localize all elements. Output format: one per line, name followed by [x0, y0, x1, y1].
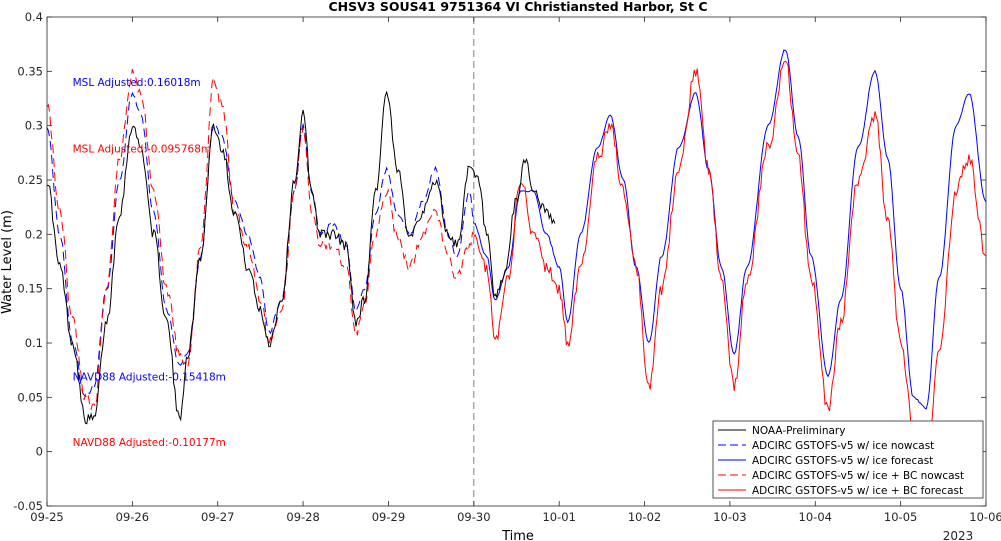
legend-label-noaa: NOAA-Preliminary [752, 425, 845, 437]
x-tick-label: 09-25 [30, 510, 63, 524]
x-axis-label: Time [501, 529, 534, 541]
legend-label-bc-forecast: ADCIRC GSTOFS-v5 w/ ice + BC forecast [752, 485, 963, 497]
y-tick-label: 0.15 [17, 282, 43, 296]
series-layer [46, 17, 987, 506]
series-bc-forecast [473, 60, 987, 477]
datum-annotation: MSL Adjusted:0.16018m [73, 77, 201, 89]
legend-label-ice-nowcast: ADCIRC GSTOFS-v5 w/ ice nowcast [752, 440, 934, 452]
y-tick-label: 0.1 [25, 336, 43, 350]
y-tick-label: 0 [36, 445, 43, 459]
y-axis-label: Water Level (m) [0, 210, 15, 314]
series-ice-forecast [473, 49, 987, 410]
axis-layer: 09-25 09-26 09-27 09-28 09-29 09-30 10-01 10-02… [13, 10, 1001, 524]
legend-label-ice-forecast: ADCIRC GSTOFS-v5 w/ ice forecast [752, 455, 933, 467]
legend-label-bc-nowcast: ADCIRC GSTOFS-v5 w/ ice + BC nowcast [752, 470, 964, 482]
y-tick-label: 0.3 [25, 119, 43, 133]
datum-annotation: NAVD88 Adjusted:-0.15418m [73, 372, 226, 384]
datum-annotation: MSL Adjusted:-0.095768m [73, 143, 212, 155]
y-tick-label: -0.05 [13, 499, 43, 513]
legend: NOAA-Preliminary ADCIRC GSTOFS-v5 w/ ice… [712, 420, 984, 499]
x-tick-label: 10-02 [628, 510, 661, 524]
annotation-layer: MSL Adjusted:0.16018m MSL Adjusted:-0.095… [73, 77, 226, 449]
y-tick-label: 0.4 [25, 10, 43, 24]
y-tick-label: 0.2 [25, 227, 43, 241]
series-noaa-preliminary [46, 90, 556, 425]
datum-annotation: NAVD88 Adjusted:-0.10177m [73, 437, 226, 449]
y-tick-label: 0.05 [17, 390, 43, 404]
chart-title: CHSV3 SOUS41 9751364 VI Christiansted Ha… [328, 0, 707, 14]
x-year-label: 2023 [943, 529, 974, 541]
x-tick-label: 09-30 [457, 510, 490, 524]
legend-box [712, 420, 984, 499]
x-tick-label: 09-29 [372, 510, 405, 524]
x-tick-label: 10-05 [884, 510, 917, 524]
x-tick-label: 10-03 [713, 510, 746, 524]
x-tick-label: 10-04 [799, 510, 832, 524]
series-bc-nowcast [46, 69, 475, 412]
x-tick-label: 09-27 [201, 510, 234, 524]
x-tick-label: 10-01 [542, 510, 575, 524]
x-tick-label: 09-26 [116, 510, 149, 524]
series-ice-nowcast [46, 91, 475, 398]
y-tick-label: 0.35 [17, 64, 43, 78]
x-tick-label: 09-28 [286, 510, 319, 524]
x-tick-label: 10-06 [969, 510, 1001, 524]
y-tick-label: 0.25 [17, 173, 43, 187]
